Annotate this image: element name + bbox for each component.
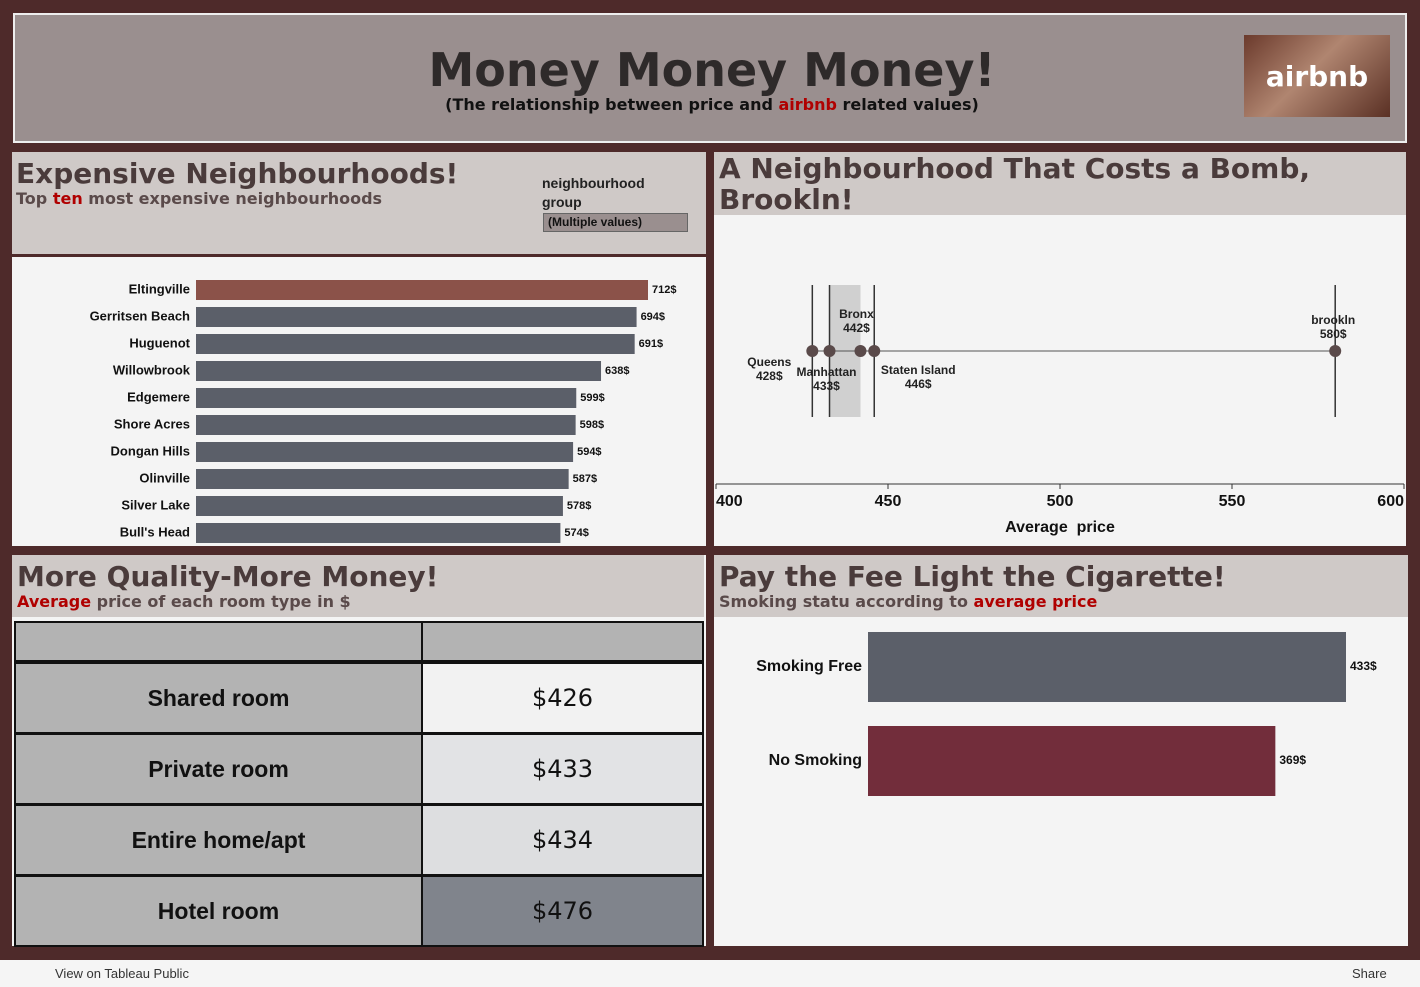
value-label: 694$ [641,311,665,323]
point-label: Staten Island [881,363,956,377]
value-label: 369$ [1279,753,1306,767]
panel-title: Expensive Neighbourhoods! [16,157,459,190]
panel-header: A Neighbourhood That Costs a Bomb, Brook… [714,152,1406,215]
value-label: 638$ [605,365,629,377]
x-tick-label: 450 [875,493,902,510]
logo: airbnb [1244,35,1390,117]
bar [868,632,1346,702]
panel-title: Pay the Fee Light the Cigarette! [719,560,1226,593]
header: Money Money Money! (The relationship bet… [13,13,1407,143]
value-label: 599$ [580,392,604,404]
category-label: Willowbrook [113,362,191,377]
point-value-label: 442$ [843,321,870,335]
point-value-label: 428$ [756,369,783,383]
x-tick-label: 500 [1047,493,1074,510]
point-value-label: 446$ [905,377,932,391]
header-cell [421,621,704,662]
category-label: Smoking Free [756,658,862,675]
bar [196,496,563,516]
x-axis-label: Average price [1005,519,1115,536]
bar [196,469,569,489]
panel-subtitle: Top ten most expensive neighbourhoods [16,189,382,208]
category-label: Eltingville [129,281,190,296]
footer: View on Tableau Public Share [0,960,1420,987]
dot [1329,345,1342,357]
subtitle-part: Average [17,592,92,611]
category-label: Silver Lake [121,497,190,512]
bar [196,280,648,300]
value-label: 712$ [652,284,676,296]
subtitle-part: price of each room type in $ [91,592,351,611]
subtitle-part: related values) [836,95,979,114]
value-label: 594$ [577,446,601,458]
value-cell: $476 [421,875,704,947]
category-label: Shore Acres [114,416,190,431]
category-label: Gerritsen Beach [90,308,190,323]
row-label-cell: Hotel room [14,875,423,947]
point-value-label: 580$ [1320,327,1347,341]
bar [196,307,637,327]
subtitle-part: ten [52,189,83,208]
bar [196,442,574,462]
value-label: 587$ [573,473,597,485]
filter-label: neighbourhood group [542,175,645,210]
x-tick-label: 400 [716,493,743,510]
subtitle-part: Top [16,189,53,208]
subtitle-part: most expensive neighbourhoods [82,189,383,208]
panel-subtitle: Average price of each room type in $ [17,592,351,611]
point-label: brookln [1311,313,1355,327]
value-label: 574$ [564,527,588,539]
value-cell: $426 [421,662,704,734]
point-label: Manhattan [797,365,857,379]
table: Shared room $426 Private room $433 Entire ho… [14,621,704,947]
point-value-label: 433$ [813,379,840,393]
dot [806,345,819,357]
subtitle-part: (The relationship between price and [445,95,779,114]
page-title: Money Money Money! [428,43,996,97]
bar [868,726,1276,796]
bar [196,334,635,354]
value-label: 691$ [639,338,663,350]
x-tick-label: 600 [1377,493,1404,510]
panel-header: Expensive Neighbourhoods! Top ten most e… [12,152,706,254]
dot [868,345,881,357]
bar [196,415,576,435]
bar [196,523,561,543]
dot [854,345,867,357]
value-label: 433$ [1350,659,1377,673]
bar [196,361,602,381]
category-label: Bull's Head [120,524,190,539]
panel-header: Pay the Fee Light the Cigarette! Smoking… [714,555,1408,617]
value-label: 578$ [567,500,591,512]
share-button[interactable]: Share [1352,966,1387,981]
subtitle-part: Smoking statu according to [719,592,974,611]
filter-dropdown[interactable]: (Multiple values) [543,213,688,232]
x-tick-label: 550 [1219,493,1246,510]
subtitle-part: airbnb [778,95,837,114]
category-label: No Smoking [769,752,862,769]
point-label: Bronx [839,307,874,321]
dot [823,345,836,357]
panel-header: More Quality-More Money! Average price o… [12,555,704,617]
row-label-cell: Entire home/apt [14,804,423,876]
panel-title: A Neighbourhood That Costs a Bomb, Brook… [719,152,1311,216]
value-label: 598$ [580,419,604,431]
panel-subtitle: Smoking statu according to average price [719,592,1097,611]
value-cell: $434 [421,804,704,876]
category-label: Olinville [139,470,190,485]
category-label: Huguenot [129,335,190,350]
tableau-link[interactable]: View on Tableau Public [55,966,189,981]
point-label: Queens [747,355,791,369]
bar [196,388,577,408]
panel-title: More Quality-More Money! [17,560,439,593]
category-label: Edgemere [127,389,190,404]
page-subtitle: (The relationship between price and airb… [15,95,1409,114]
subtitle-part: average price [973,592,1098,611]
category-label: Dongan Hills [111,443,190,458]
